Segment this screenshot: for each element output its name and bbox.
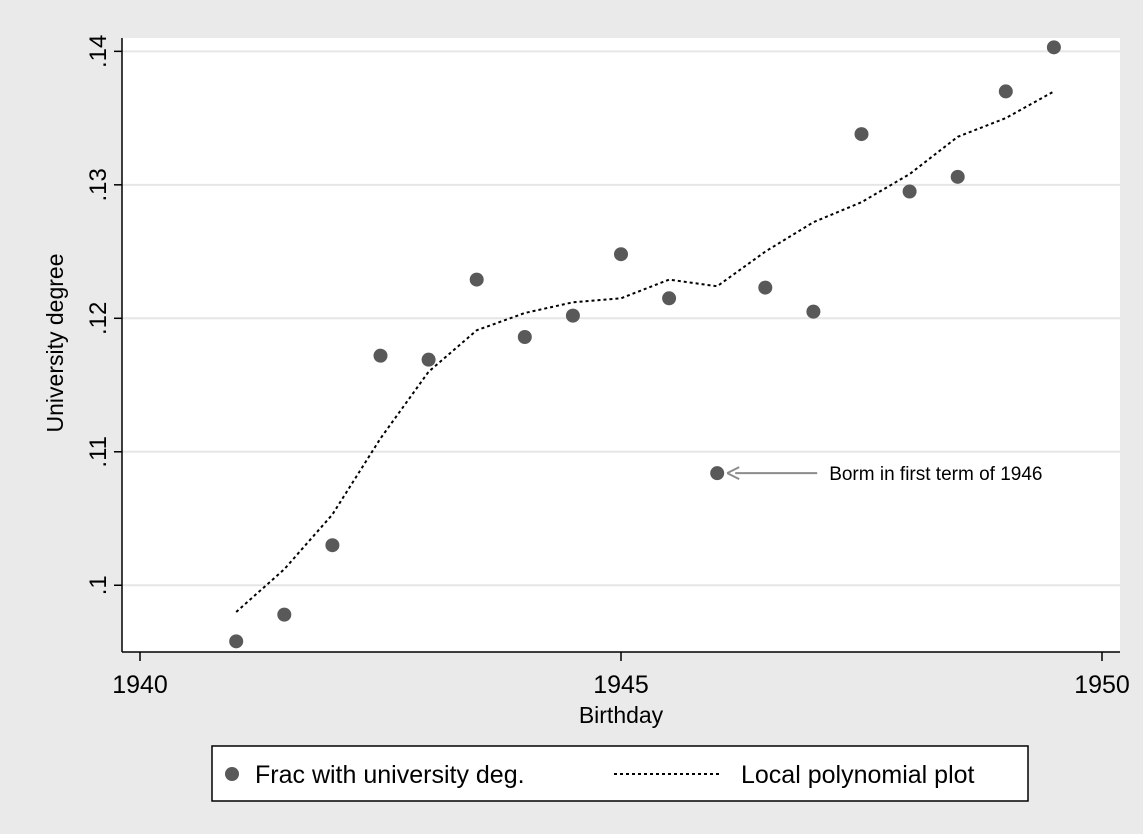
data-point-0 <box>229 634 244 649</box>
data-point-10 <box>710 466 725 481</box>
data-point-9 <box>662 291 677 306</box>
grid-lines <box>122 50 1120 587</box>
data-point-15 <box>950 169 965 184</box>
x-axis-label: Birthday <box>579 702 664 728</box>
data-point-13 <box>854 127 869 142</box>
data-point-5 <box>469 272 484 287</box>
data-point-1 <box>277 607 292 622</box>
ytick-label-0: .1 <box>85 575 112 595</box>
xtick-label-2: 1950 <box>1074 671 1130 699</box>
ytick-label-2: .12 <box>85 302 112 335</box>
series-line-local-polynomial <box>235 90 1055 613</box>
ytick-label-1: .11 <box>85 436 112 468</box>
plot-area <box>122 38 1120 652</box>
legend-label-local-polynomial: Local polynomial plot <box>741 761 975 789</box>
data-point-17 <box>1046 40 1061 55</box>
ytick-label-3: .13 <box>85 168 112 201</box>
data-point-8 <box>614 247 628 262</box>
data-point-4 <box>421 352 436 367</box>
data-point-6 <box>517 329 532 344</box>
data-point-12 <box>806 304 821 319</box>
ytick-label-4: .14 <box>85 35 112 68</box>
data-point-16 <box>998 84 1013 99</box>
data-point-11 <box>758 280 773 295</box>
data-point-3 <box>373 348 388 363</box>
series-layer <box>229 40 1061 649</box>
tick-labels: .1 .11 .12 .13 .14 1940 1945 1950 <box>85 35 1130 699</box>
legend-label-frac: Frac with university deg. <box>255 761 525 789</box>
axes <box>114 38 1120 661</box>
y-axis-label: University degree <box>42 254 68 433</box>
xtick-label-0: 1940 <box>112 671 168 699</box>
annotation-arrow-head <box>726 466 740 481</box>
annotation-text: Borm in first term of 1946 <box>829 464 1042 485</box>
legend-marker-frac <box>225 767 239 781</box>
annotation-layer: Borm in first term of 1946 <box>726 464 1042 485</box>
xtick-label-1: 1945 <box>593 671 649 699</box>
data-point-14 <box>902 184 917 199</box>
legend: Frac with university deg. Local polynomia… <box>211 745 1029 802</box>
data-point-2 <box>325 538 340 553</box>
data-point-7 <box>565 308 580 323</box>
